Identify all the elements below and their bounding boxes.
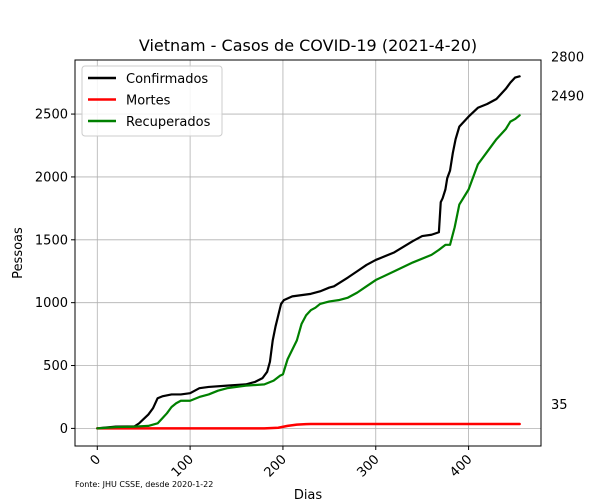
chart-title: Vietnam - Casos de COVID-19 (2021-4-20) [139,36,477,55]
plot-frame [74,59,542,447]
series-layer [96,75,521,430]
series-line-confirmados [96,75,521,430]
end-value-label: 2800 [551,50,584,65]
y-axis-label: Pessoas [11,227,26,279]
x-axis-label: Dias [294,488,323,500]
end-labels: 2800 35 2490 [551,50,584,413]
y-tick-label: 2500 [35,108,68,123]
legend-entry: Recuperados [126,115,211,130]
y-tick-label: 1500 [35,233,68,248]
y-tick-label: 0 [60,422,68,437]
series-line-mortes [96,422,521,430]
legend-box [81,65,223,137]
legend-entry: Mortes [126,94,171,109]
legend: Confirmados Mortes Recuperados [81,65,223,137]
series-line-recuperados [96,114,521,430]
y-tick-label: 500 [43,359,68,374]
y-tick-label: 2000 [35,170,68,185]
end-value-label: 2490 [551,89,584,104]
grid-layer [75,60,541,446]
legend-entry: Confirmados [126,72,208,87]
y-tick-label: 1000 [35,296,68,311]
source-note: Fonte: JHU CSSE, desde 2020-1-22 [75,480,213,489]
end-value-label: 35 [551,398,568,413]
